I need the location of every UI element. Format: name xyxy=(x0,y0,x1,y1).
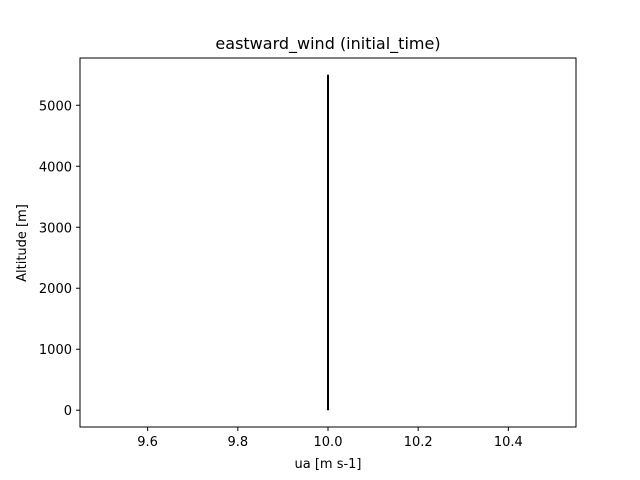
y-tick-label: 0 xyxy=(64,404,72,419)
y-tick-label: 2000 xyxy=(39,282,72,297)
chart-title: eastward_wind (initial_time) xyxy=(215,34,440,54)
x-axis: 9.6 9.8 10.0 10.2 10.4 xyxy=(137,427,523,450)
y-tick-label: 5000 xyxy=(39,99,72,114)
y-tick-label: 4000 xyxy=(39,160,72,175)
y-axis: 0 1000 2000 3000 4000 5000 xyxy=(39,99,80,419)
x-tick-label: 10.4 xyxy=(494,435,523,450)
x-tick-label: 10.0 xyxy=(314,435,343,450)
y-tick-label: 1000 xyxy=(39,343,72,358)
x-tick-label: 9.6 xyxy=(137,435,158,450)
x-axis-label: ua [m s-1] xyxy=(294,457,361,472)
y-axis-label: Altitude [m] xyxy=(15,204,30,282)
x-tick-label: 10.2 xyxy=(404,435,433,450)
x-tick-label: 9.8 xyxy=(227,435,248,450)
y-tick-label: 3000 xyxy=(39,221,72,236)
